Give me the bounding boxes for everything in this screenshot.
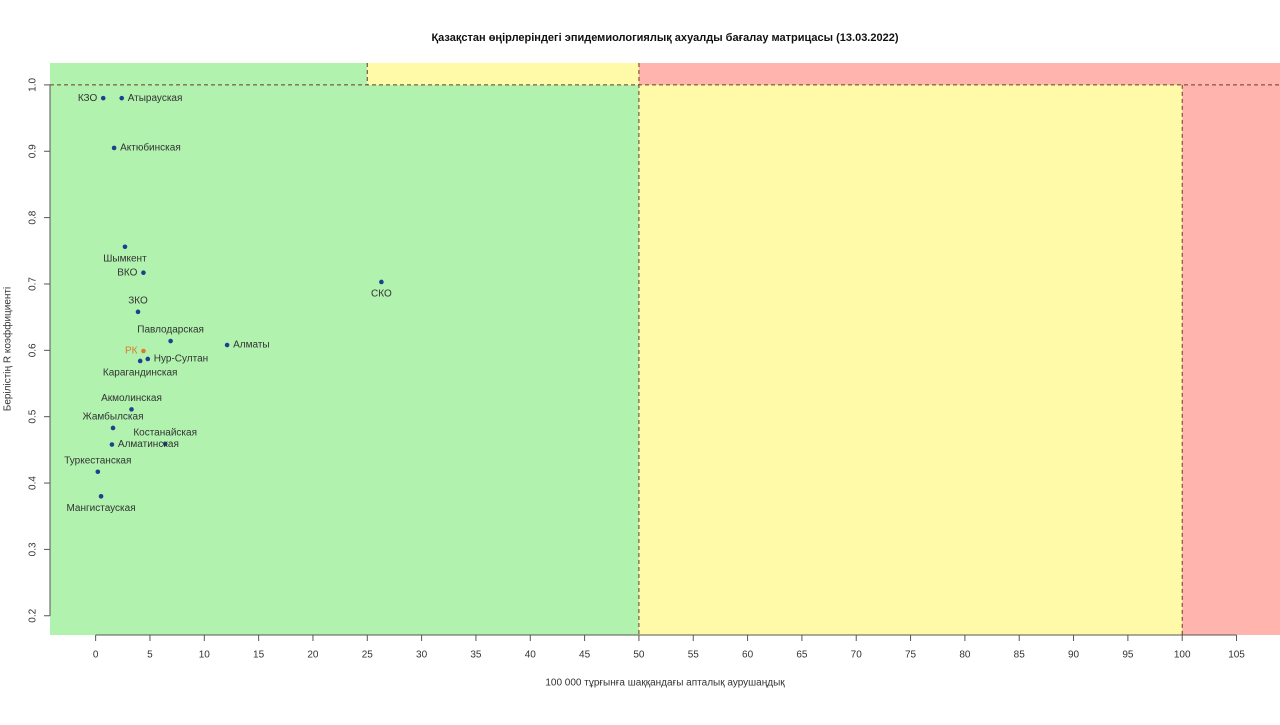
point (224, 342, 230, 348)
point (137, 358, 143, 364)
x-axis-label: 100 000 тұрғынға шаққандағы апталық ауру… (545, 678, 785, 689)
zone (638, 63, 1280, 85)
x-tick-label: 85 (1014, 650, 1026, 661)
point-label: Алматинская (118, 439, 179, 450)
x-tick-label: 0 (93, 650, 99, 661)
point (122, 244, 128, 250)
x-tick-label: 80 (959, 650, 971, 661)
point (162, 441, 168, 447)
x-tick-label: 90 (1068, 650, 1080, 661)
point (110, 425, 116, 431)
point (135, 309, 141, 315)
point-label: ВКО (117, 267, 137, 278)
point-label: КЗО (78, 93, 98, 104)
point-label: Шымкент (103, 253, 147, 264)
x-tick-label: 20 (307, 650, 319, 661)
point-label: Костанайская (133, 428, 197, 439)
x-tick-label: 25 (362, 650, 374, 661)
point (168, 338, 173, 344)
point-label: Нур-Султан (154, 354, 208, 365)
point (95, 469, 101, 475)
x-tick-label: 75 (905, 650, 917, 661)
x-tick-label: 50 (633, 650, 645, 661)
zone (367, 63, 639, 85)
point-label: Актюбинская (120, 142, 181, 154)
x-tick-label: 60 (742, 650, 754, 661)
point-label: РК (125, 346, 138, 357)
x-tick-label: 40 (525, 650, 537, 661)
y-axis-label: Берілістің R коэффициенті (2, 287, 14, 411)
x-tick-label: 70 (851, 650, 863, 661)
y-tick-label: 0.7 (28, 277, 39, 291)
y-tick-label: 0.8 (28, 210, 39, 224)
x-tick-label: 100 (1174, 650, 1191, 661)
x-tick-label: 10 (199, 650, 211, 661)
point (111, 145, 117, 151)
point (145, 356, 151, 362)
point-label: ЗКО (128, 295, 148, 306)
point-label: Жамбылская (83, 411, 144, 423)
point (98, 494, 104, 499)
point (141, 270, 146, 275)
point-label: Атырауская (128, 93, 183, 104)
point (379, 279, 384, 285)
point-label: СКО (371, 289, 392, 300)
point-label: Туркестанская (64, 455, 131, 466)
y-tick-label: 0.2 (28, 608, 39, 622)
x-tick-label: 105 (1228, 650, 1245, 661)
x-tick-label: 15 (253, 650, 265, 661)
point (100, 95, 106, 101)
point-label: Акмолинская (101, 393, 162, 404)
chart-title: Қазақстан өңірлеріндегі эпидемиологиялық… (431, 32, 898, 44)
zone (1182, 84, 1280, 636)
y-tick-label: 0.5 (28, 409, 39, 423)
point-label: Алматы (233, 340, 270, 351)
zone (50, 63, 368, 85)
x-tick-label: 35 (470, 650, 482, 661)
point-label: Карагандинская (103, 368, 178, 379)
point-label: Павлодарская (137, 325, 204, 336)
point (109, 442, 115, 447)
x-tick-label: 95 (1122, 650, 1134, 661)
point-label: Мангистауская (66, 503, 135, 514)
y-tick-label: 0.3 (28, 542, 39, 556)
y-tick-label: 0.6 (28, 343, 39, 357)
point (119, 95, 125, 101)
x-tick-label: 30 (416, 650, 428, 661)
point (129, 407, 134, 412)
x-tick-label: 5 (147, 650, 153, 661)
y-tick-label: 0.4 (28, 476, 39, 490)
x-tick-label: 65 (796, 650, 808, 661)
y-tick-label: 1.0 (28, 78, 39, 92)
x-tick-label: 55 (688, 650, 700, 661)
point (141, 348, 146, 354)
y-tick-label: 0.9 (28, 144, 39, 158)
zone (638, 84, 1183, 636)
x-tick-label: 45 (579, 650, 591, 661)
